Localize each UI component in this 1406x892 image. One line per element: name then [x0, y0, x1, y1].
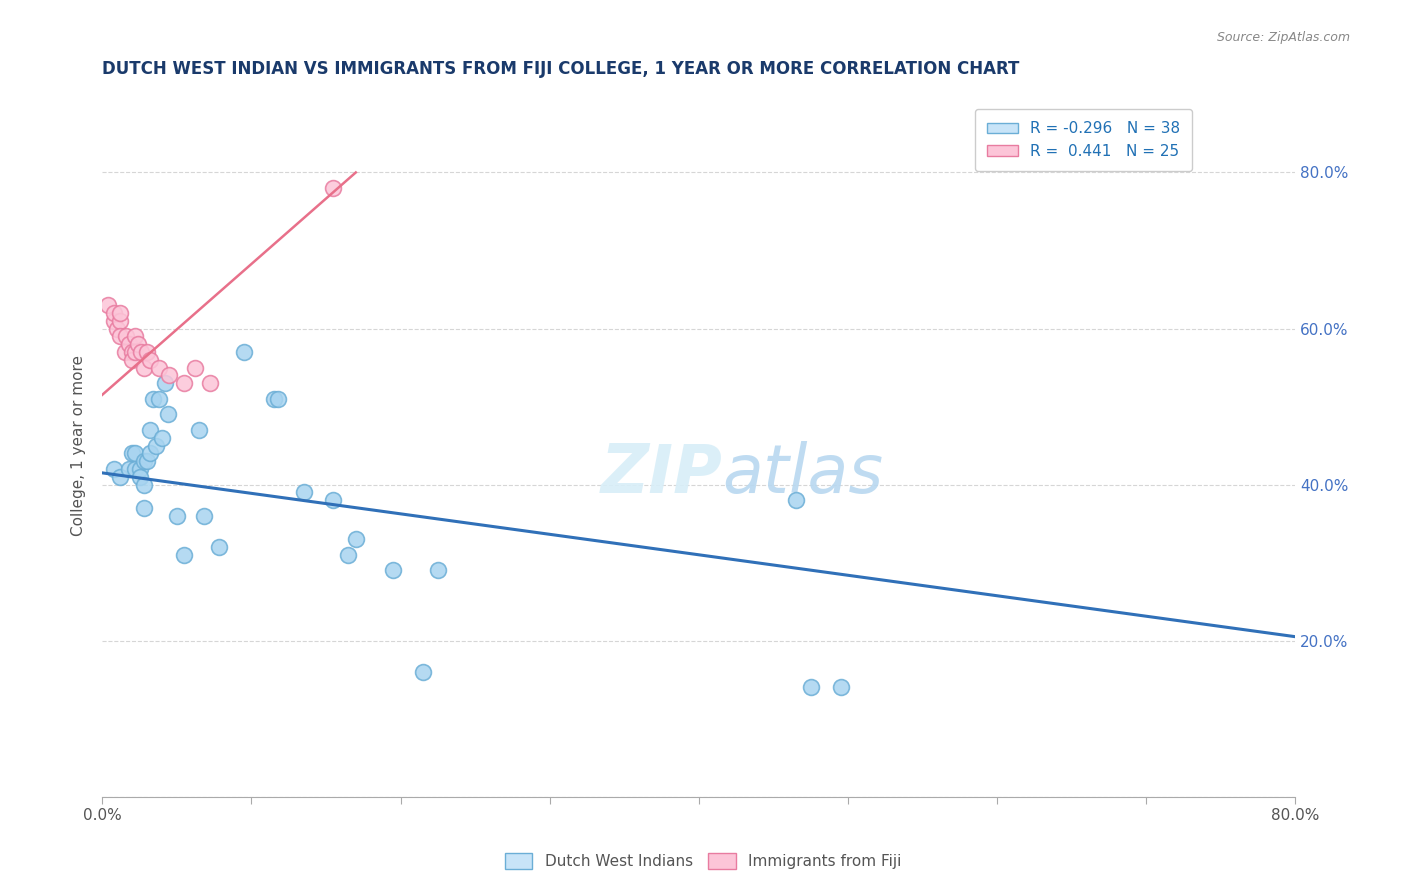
Point	[103, 314, 125, 328]
Point	[132, 360, 155, 375]
Point	[124, 462, 146, 476]
Point	[142, 392, 165, 406]
Point	[108, 329, 131, 343]
Point	[115, 329, 138, 343]
Point	[136, 454, 159, 468]
Point	[263, 392, 285, 406]
Point	[173, 376, 195, 391]
Point	[188, 423, 211, 437]
Point	[193, 508, 215, 523]
Point	[129, 345, 152, 359]
Point	[148, 360, 170, 375]
Point	[97, 298, 120, 312]
Point	[322, 181, 344, 195]
Point	[139, 352, 162, 367]
Point	[121, 345, 143, 359]
Point	[128, 462, 150, 476]
Point	[153, 376, 176, 391]
Point	[103, 306, 125, 320]
Point	[145, 438, 167, 452]
Point	[108, 469, 131, 483]
Point	[121, 352, 143, 367]
Point	[337, 548, 360, 562]
Point	[173, 548, 195, 562]
Point	[132, 454, 155, 468]
Point	[136, 345, 159, 359]
Legend: Dutch West Indians, Immigrants from Fiji: Dutch West Indians, Immigrants from Fiji	[499, 847, 907, 875]
Point	[103, 462, 125, 476]
Point	[267, 392, 290, 406]
Text: DUTCH WEST INDIAN VS IMMIGRANTS FROM FIJI COLLEGE, 1 YEAR OR MORE CORRELATION CH: DUTCH WEST INDIAN VS IMMIGRANTS FROM FIJ…	[103, 60, 1019, 78]
Legend: R = -0.296   N = 38, R =  0.441   N = 25: R = -0.296 N = 38, R = 0.441 N = 25	[974, 109, 1192, 171]
Point	[124, 446, 146, 460]
Point	[156, 408, 179, 422]
Point	[292, 485, 315, 500]
Point	[118, 462, 141, 476]
Point	[412, 665, 434, 679]
Point	[132, 477, 155, 491]
Point	[322, 493, 344, 508]
Text: ZIP: ZIP	[600, 441, 723, 507]
Text: atlas: atlas	[723, 441, 884, 507]
Point	[121, 446, 143, 460]
Point	[139, 423, 162, 437]
Point	[108, 306, 131, 320]
Point	[207, 540, 229, 554]
Point	[426, 563, 449, 577]
Point	[785, 493, 807, 508]
Point	[124, 345, 146, 359]
Text: Source: ZipAtlas.com: Source: ZipAtlas.com	[1216, 31, 1350, 45]
Point	[108, 314, 131, 328]
Point	[198, 376, 221, 391]
Point	[114, 345, 136, 359]
Point	[148, 392, 170, 406]
Point	[139, 446, 162, 460]
Point	[183, 360, 205, 375]
Point	[344, 532, 367, 546]
Y-axis label: College, 1 year or more: College, 1 year or more	[72, 355, 86, 536]
Point	[127, 337, 149, 351]
Point	[157, 368, 180, 383]
Point	[105, 321, 128, 335]
Point	[382, 563, 405, 577]
Point	[166, 508, 188, 523]
Point	[150, 431, 173, 445]
Point	[128, 469, 150, 483]
Point	[132, 500, 155, 515]
Point	[118, 337, 141, 351]
Point	[830, 681, 852, 695]
Point	[124, 329, 146, 343]
Point	[232, 345, 254, 359]
Point	[800, 681, 823, 695]
